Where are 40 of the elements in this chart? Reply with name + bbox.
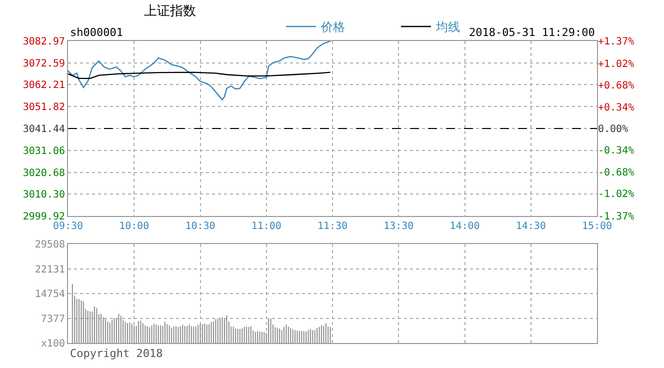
x-tick-label: 09:30 (52, 221, 84, 232)
line-series (68, 72, 331, 80)
y-tick-label: 3062.21 (22, 80, 65, 92)
y2-tick-label: +1.02% (598, 58, 634, 70)
y2-tick-label: +1.37% (598, 36, 634, 48)
y-tick-label: 3041.44 (22, 124, 65, 136)
text: Copyright 2018 (70, 347, 163, 360)
y-tick-label: 3031.06 (22, 146, 65, 157)
x-tick-label: 14:00 (450, 221, 480, 232)
y2-tick-label: -1.02% (598, 189, 634, 200)
line-series (68, 41, 331, 100)
y2-tick-label: -1.37% (598, 212, 634, 222)
chart-subtitle: sh000001 (70, 26, 123, 39)
x-tick-label: 10:00 (119, 221, 150, 232)
y2-tick-label: +0.68% (598, 80, 634, 92)
x-tick-label: 14:30 (516, 221, 546, 232)
legend-label: 价格 (320, 20, 345, 34)
text: 2018-05-31 11:29:00 (469, 26, 595, 39)
y-tick-label: 3010.30 (22, 190, 65, 201)
legend-label: 均线 (434, 20, 460, 34)
y2-tick-label: -0.34% (598, 146, 634, 157)
y-tick-label: 29508 (34, 240, 65, 250)
chart-title: 上证指数 (144, 4, 196, 20)
x-tick-label: 11:00 (251, 221, 282, 232)
y-tick-label: x100 (40, 338, 65, 350)
x-tick-label: 13:30 (384, 221, 414, 232)
x-tick-label: 15:00 (582, 221, 612, 232)
y-tick-label: 14754 (34, 289, 65, 300)
y-tick-label: 2999.92 (22, 212, 65, 222)
y-tick-label: 7377 (40, 314, 65, 325)
y2-tick-label: +0.34% (598, 102, 634, 114)
x-tick-label: 10:30 (185, 221, 216, 232)
y-tick-label: 3072.59 (22, 58, 65, 70)
x-tick-label: 11:30 (317, 221, 348, 232)
y-tick-label: 3082.97 (22, 36, 65, 48)
y-tick-label: 3051.82 (22, 102, 65, 114)
y-tick-label: 3020.68 (22, 168, 65, 179)
y-tick-label: 22131 (34, 264, 65, 276)
y2-tick-label: -0.68% (598, 167, 634, 178)
y2-tick-label: 0.00% (598, 124, 628, 135)
